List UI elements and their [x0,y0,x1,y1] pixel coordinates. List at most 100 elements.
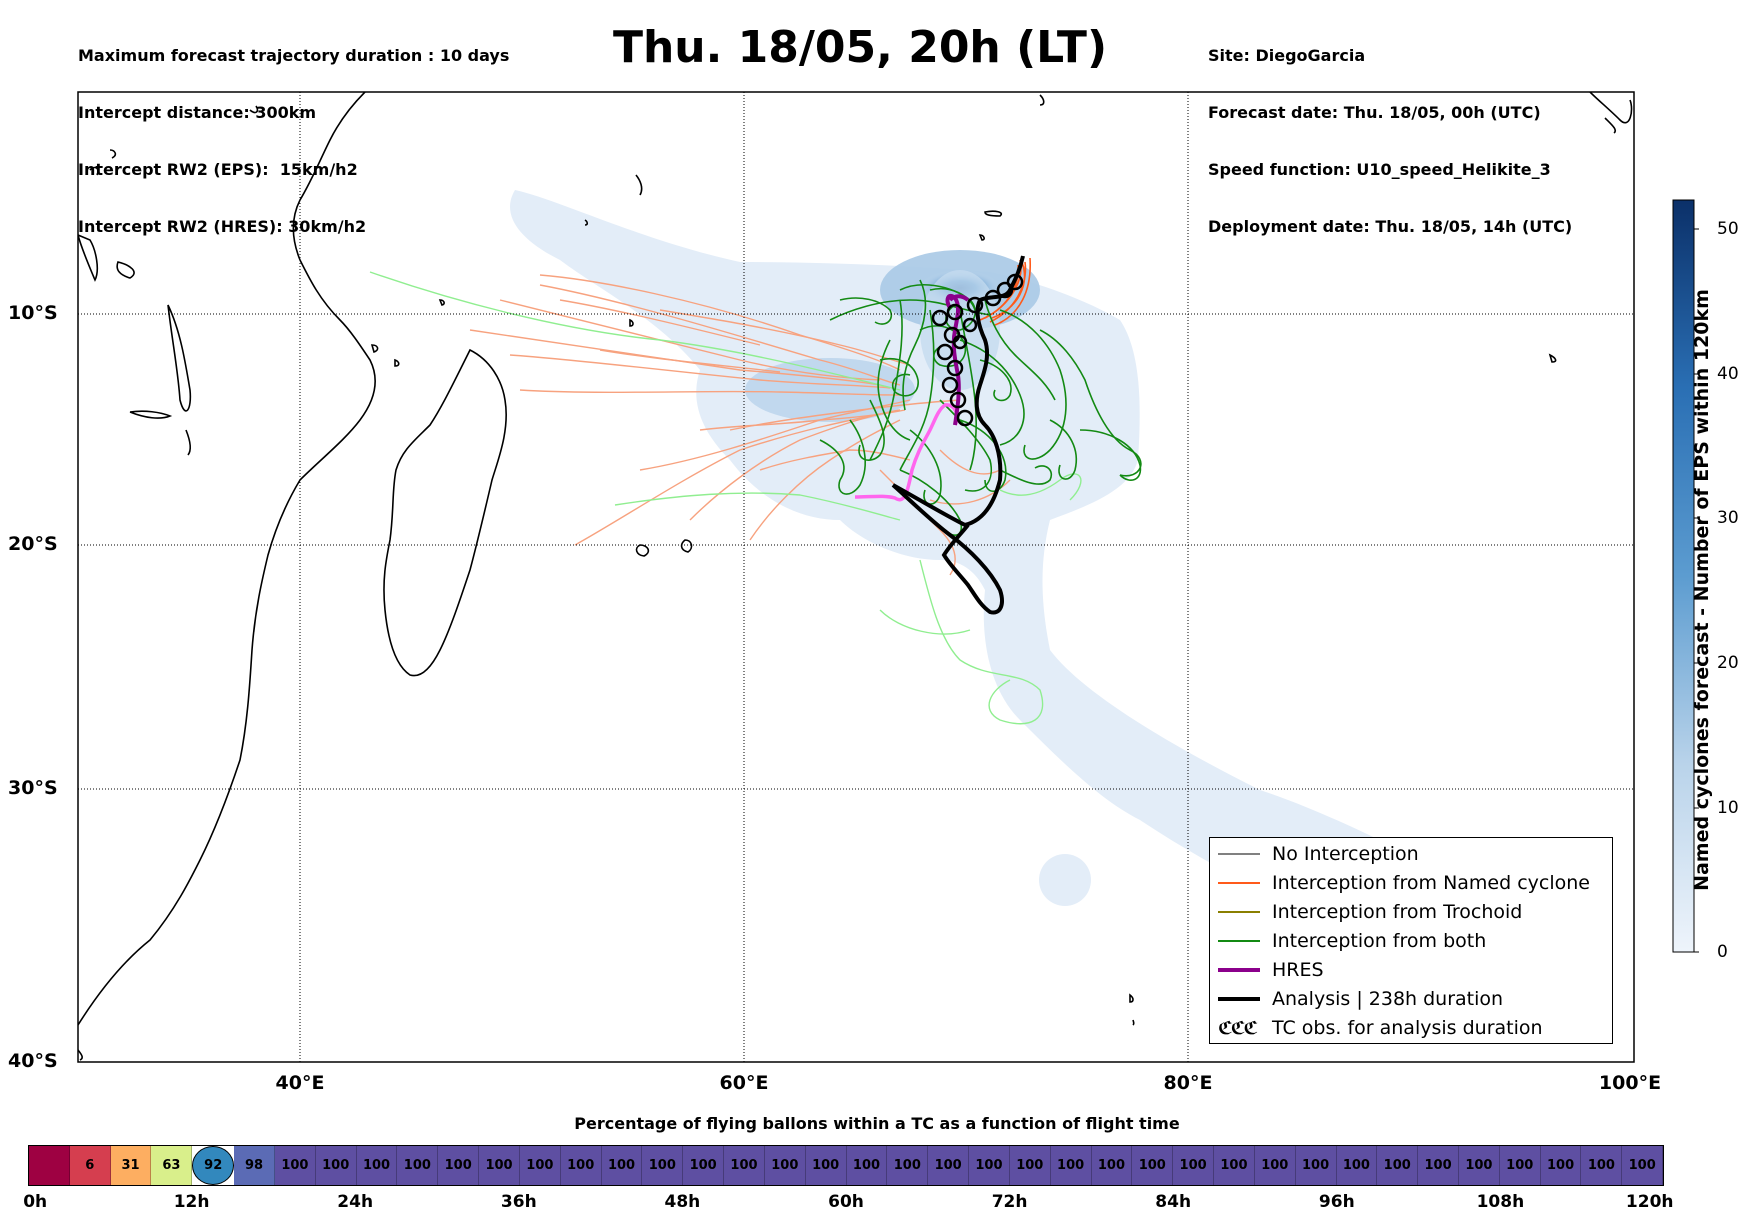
time-label: 72h [991,1192,1028,1212]
legend-label: Interception from both [1272,930,1487,952]
percentage-cell: 100 [1214,1146,1255,1185]
map-legend: No Interception Interception from Named … [1209,837,1613,1044]
percentage-cell: 100 [1173,1146,1215,1185]
header-info-right: Site: DiegoGarcia Forecast date: Thu. 18… [1208,8,1572,255]
percentage-cell: 100 [642,1146,684,1185]
percentage-cell: 100 [1132,1146,1174,1185]
percentage-cell: 100 [479,1146,520,1185]
percentage-cell: 100 [846,1146,888,1185]
tc-obs-markers [931,273,1024,427]
percentage-cell: 100 [1295,1146,1337,1185]
percentage-cell: 100 [315,1146,357,1185]
percentage-cell: 63 [151,1146,193,1185]
legend-item-hres: HRES [1210,956,1612,984]
header-line: Forecast date: Thu. 18/05, 00h (UTC) [1208,103,1541,122]
header-line: Intercept RW2 (EPS): 15km/h2 [78,160,358,179]
percentage-cell: 100 [519,1146,561,1185]
lon-label: 60°E [719,1072,769,1094]
colorbar-tick-label: 0 [1717,942,1728,962]
colorbar-tick-label: 20 [1717,653,1739,673]
percentage-cell: 100 [397,1146,439,1185]
percentage-cell: 100 [1009,1146,1051,1185]
legend-label: Analysis | 238h duration [1272,988,1504,1010]
header-line: Intercept distance: 300km [78,103,317,122]
percentage-cell: 92 [192,1146,235,1185]
legend-item-analysis: Analysis | 238h duration [1210,985,1612,1013]
percentage-cell: 100 [1091,1146,1133,1185]
header-info-left: Maximum forecast trajectory duration : 1… [78,8,509,255]
both-tracks-light [369,271,1082,725]
time-label: 84h [1155,1192,1192,1212]
header-line: Maximum forecast trajectory duration : 1… [78,46,510,65]
percentage-cell: 100 [764,1146,806,1185]
legend-item-trochoid: Interception from Trochoid [1210,898,1612,926]
legend-label: No Interception [1272,843,1419,865]
percentage-cell: 100 [683,1146,725,1185]
lat-label: 40°S [8,1050,58,1072]
main-title: Thu. 18/05, 20h (LT) [612,22,1108,73]
legend-item-no-interception: No Interception [1210,840,1612,868]
legend-swatch [1218,968,1260,972]
percentage-cell: 100 [438,1146,480,1185]
legend-swatch [1218,882,1260,884]
lon-label: 40°E [275,1072,325,1094]
colorbar-tick-label: 30 [1717,508,1739,528]
percentage-cell [29,1146,70,1185]
percentage-cell: 100 [1499,1146,1541,1185]
time-label: 60h [828,1192,864,1212]
legend-item-both: Interception from both [1210,927,1612,955]
colorbar-tick-label: 50 [1717,219,1739,239]
time-label: 12h [173,1192,210,1212]
percentage-cell: 100 [601,1146,643,1185]
colorbar-tick-label: 40 [1717,364,1739,384]
percentage-cell: 100 [1581,1146,1623,1185]
percentage-cell: 100 [1050,1146,1092,1185]
time-label: 36h [500,1192,537,1212]
named-cyclone-tracks-light [469,274,1011,576]
header-line: Site: DiegoGarcia [1208,46,1366,65]
percentage-cell: 100 [356,1146,398,1185]
legend-item-named-cyclone: Interception from Named cyclone [1210,869,1612,897]
percentage-cell: 100 [274,1146,316,1185]
percentage-bar-title: Percentage of flying ballons within a TC… [574,1114,1180,1133]
lon-label: 100°E [1598,1072,1662,1094]
header-line: Deployment date: Thu. 18/05, 14h (UTC) [1208,217,1573,236]
lon-label: 80°E [1163,1072,1213,1094]
percentage-cell: 100 [805,1146,847,1185]
percentage-cell: 100 [969,1146,1010,1185]
percentage-bar: 6 31 63 92 98 100 100 100 100 100 100 100 100 100 100 1… [28,1145,1664,1186]
percentage-cell: 6 [69,1146,111,1185]
percentage-cell: 31 [110,1146,152,1185]
percentage-cell: 100 [1418,1146,1459,1185]
lat-label: 20°S [8,533,58,555]
forecast-map [77,91,1699,1063]
percentage-cell: 100 [928,1146,970,1185]
colorbar [1672,199,1695,953]
legend-label: Interception from Trochoid [1272,901,1523,923]
legend-item-tc-obs: ℭℭℭ TC obs. for analysis duration [1210,1014,1612,1042]
tc-obs-icon: ℭℭℭ [1218,1017,1258,1039]
percentage-cell: 100 [1622,1146,1664,1185]
legend-swatch [1218,997,1260,1001]
percentage-cell: 100 [887,1146,929,1185]
lat-label: 10°S [8,302,58,324]
colorbar-ticks [1694,228,1699,953]
percentage-cell: 100 [1336,1146,1378,1185]
percentage-cell: 100 [1254,1146,1296,1185]
map-frame [77,91,1635,1063]
colorbar-title: Named cyclones forecast - Number of EPS … [1691,289,1713,891]
map-grid [78,92,1634,1062]
time-label: 120h [1625,1192,1674,1212]
header-line: Intercept RW2 (HRES): 30km/h2 [78,217,367,236]
percentage-cell: 100 [1458,1146,1500,1185]
percentage-cell: 98 [234,1146,275,1185]
time-label: 108h [1476,1192,1525,1212]
legend-swatch [1218,911,1260,913]
time-label: 48h [664,1192,701,1212]
legend-swatch [1218,940,1260,942]
legend-label: TC obs. for analysis duration [1272,1017,1543,1039]
density-swath [510,190,1420,922]
time-label: 96h [1318,1192,1355,1212]
both-tracks [819,279,1142,536]
lat-label: 30°S [8,777,58,799]
